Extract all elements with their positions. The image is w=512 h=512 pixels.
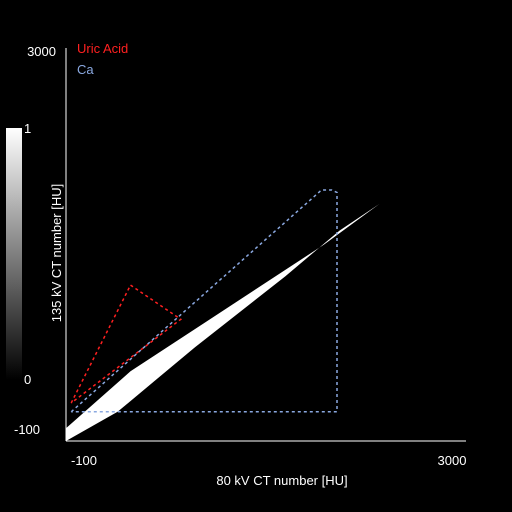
legend-ca: Ca xyxy=(77,62,94,77)
x-tick-label-right: 3000 xyxy=(438,453,467,468)
legend-uric-acid: Uric Acid xyxy=(77,41,128,56)
x-tick-label-left: -100 xyxy=(71,453,97,468)
colorbar xyxy=(6,128,22,380)
y-axis-label: 135 kV CT number [HU] xyxy=(49,184,64,322)
region-ca xyxy=(70,189,338,413)
colorbar-low-label: -100 xyxy=(14,422,40,437)
region-uric-acid xyxy=(70,283,183,404)
colorbar-min-label: 0 xyxy=(24,372,31,387)
colorbar-max-label: 1 xyxy=(24,121,31,136)
density-band-layer xyxy=(66,203,380,441)
x-axis-label: 80 kV CT number [HU] xyxy=(216,473,347,488)
region-layer xyxy=(70,189,338,413)
density-band xyxy=(66,203,380,441)
y-tick-label-top: 3000 xyxy=(27,44,56,59)
